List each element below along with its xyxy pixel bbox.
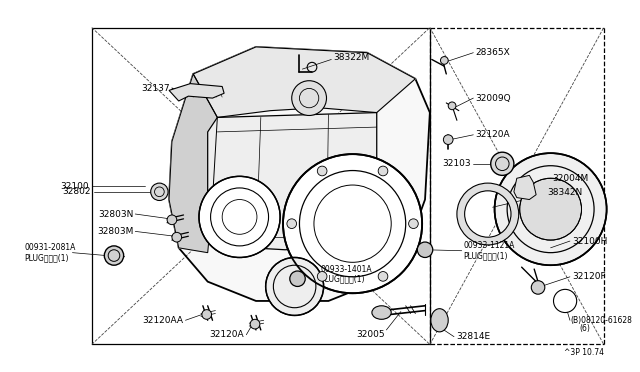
Polygon shape [169, 74, 218, 253]
Text: 32005: 32005 [356, 330, 385, 339]
Circle shape [444, 135, 453, 144]
Text: 32814E: 32814E [456, 332, 490, 341]
Circle shape [202, 310, 212, 319]
Text: 32100: 32100 [60, 182, 89, 190]
Circle shape [317, 166, 327, 176]
Circle shape [250, 319, 260, 329]
Text: 38342N: 38342N [548, 188, 583, 197]
Text: 32137: 32137 [141, 84, 170, 93]
Text: 28365X: 28365X [476, 48, 510, 57]
Text: 32103: 32103 [443, 159, 472, 168]
Text: 00933-1401A: 00933-1401A [321, 264, 372, 273]
Circle shape [378, 272, 388, 281]
Text: 38322M: 38322M [333, 53, 369, 62]
Circle shape [417, 242, 433, 257]
Polygon shape [514, 175, 536, 199]
Ellipse shape [431, 309, 448, 332]
Circle shape [554, 289, 577, 312]
Circle shape [378, 166, 388, 176]
Polygon shape [193, 47, 415, 118]
Circle shape [266, 257, 324, 315]
Text: (B)08120-61628: (B)08120-61628 [570, 316, 632, 325]
Text: PLUGプラグ(1): PLUGプラグ(1) [321, 274, 365, 283]
Circle shape [495, 153, 607, 265]
Text: PLUGプラグ(1): PLUGプラグ(1) [463, 251, 508, 260]
Polygon shape [208, 113, 377, 250]
Circle shape [491, 152, 514, 175]
Text: 32802: 32802 [62, 187, 91, 196]
Circle shape [167, 215, 177, 225]
Circle shape [199, 176, 280, 257]
Circle shape [287, 219, 296, 228]
Circle shape [408, 219, 419, 228]
Polygon shape [169, 47, 430, 301]
Text: 32120AA: 32120AA [143, 316, 184, 325]
Text: 32004M: 32004M [552, 174, 589, 183]
Text: 32100H: 32100H [572, 237, 607, 246]
Text: 32803N: 32803N [98, 209, 133, 218]
Text: ^3P 10.74: ^3P 10.74 [564, 348, 604, 357]
Ellipse shape [372, 306, 391, 319]
Polygon shape [169, 84, 224, 101]
Circle shape [290, 271, 305, 286]
Text: 00931-2081A: 00931-2081A [24, 243, 76, 252]
Circle shape [104, 246, 124, 265]
Circle shape [283, 154, 422, 293]
Text: 32803M: 32803M [97, 227, 133, 236]
Circle shape [440, 57, 448, 64]
Circle shape [520, 178, 582, 240]
Circle shape [448, 102, 456, 110]
Text: 32120F: 32120F [572, 272, 605, 281]
Circle shape [531, 280, 545, 294]
Circle shape [150, 183, 168, 201]
Text: 32009Q: 32009Q [476, 94, 511, 103]
Text: 32120A: 32120A [210, 330, 244, 339]
Circle shape [317, 272, 327, 281]
Text: (6): (6) [580, 324, 591, 333]
Text: 32120A: 32120A [476, 130, 510, 139]
Text: PLUGプラグ(1): PLUGプラグ(1) [24, 253, 68, 262]
Text: 00933-1121A: 00933-1121A [463, 241, 515, 250]
Circle shape [292, 81, 326, 115]
Circle shape [172, 232, 182, 242]
Text: B: B [563, 298, 568, 304]
